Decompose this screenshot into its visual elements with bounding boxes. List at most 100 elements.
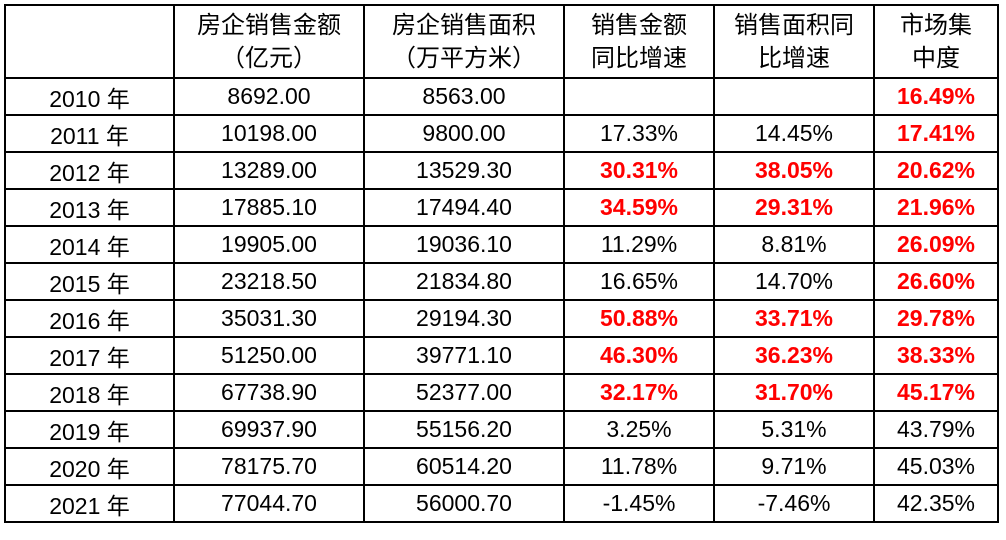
sales-area-cell: 52377.00 (363, 373, 565, 412)
sales-area-cell: 60514.20 (363, 447, 565, 486)
table-row: 2015 年 23218.50 21834.80 16.65% 14.70% 26.60% (4, 262, 999, 301)
table-row: 2018 年 67738.90 52377.00 32.17% 31.70% 45.17% (4, 373, 999, 412)
area-growth-cell: 36.23% (713, 336, 875, 375)
sales-amount-cell: 78175.70 (173, 447, 365, 486)
amount-growth-cell (563, 77, 715, 116)
header-line-1: 市场集 (900, 11, 972, 39)
header-line-2: 同比增速 (591, 44, 687, 72)
market-concentration-cell: 45.17% (873, 373, 999, 412)
amount-growth-cell: 30.31% (563, 151, 715, 190)
year-cell: 2012 年 (4, 151, 175, 190)
market-concentration-cell: 38.33% (873, 336, 999, 375)
header-line-1: 房企销售金额 (197, 11, 341, 39)
sales-amount-cell: 69937.90 (173, 410, 365, 449)
sales-amount-cell: 35031.30 (173, 299, 365, 338)
area-growth-cell: 14.70% (713, 262, 875, 301)
sales-amount-cell: 13289.00 (173, 151, 365, 190)
amount-growth-cell: 11.29% (563, 225, 715, 264)
table-body: 2010 年 8692.00 8563.00 16.49% 2011 年 10198.00… (4, 77, 999, 523)
header-area-growth: 销售面积同 比增速 (713, 4, 875, 79)
sales-area-cell: 8563.00 (363, 77, 565, 116)
sales-area-cell: 13529.30 (363, 151, 565, 190)
amount-growth-cell: 17.33% (563, 114, 715, 153)
table-row: 2012 年 13289.00 13529.30 30.31% 38.05% 20.62% (4, 151, 999, 190)
market-concentration-cell: 21.96% (873, 188, 999, 227)
header-line-2: （万平方米） (392, 44, 536, 72)
sales-area-cell: 56000.70 (363, 484, 565, 523)
sales-area-cell: 21834.80 (363, 262, 565, 301)
header-line-1: 销售金额 (591, 11, 687, 39)
table-row: 2020 年 78175.70 60514.20 11.78% 9.71% 45.03% (4, 447, 999, 486)
header-line-2: 中度 (912, 44, 960, 72)
amount-growth-cell: 3.25% (563, 410, 715, 449)
header-market-concentration: 市场集 中度 (873, 4, 999, 79)
header-amount-growth: 销售金额 同比增速 (563, 4, 715, 79)
year-cell: 2014 年 (4, 225, 175, 264)
year-cell: 2021 年 (4, 484, 175, 523)
market-concentration-cell: 16.49% (873, 77, 999, 116)
market-concentration-cell: 45.03% (873, 447, 999, 486)
year-cell: 2015 年 (4, 262, 175, 301)
year-cell: 2013 年 (4, 188, 175, 227)
table-row: 2017 年 51250.00 39771.10 46.30% 36.23% 38.33% (4, 336, 999, 375)
area-growth-cell: 9.71% (713, 447, 875, 486)
area-growth-cell: 33.71% (713, 299, 875, 338)
table-row: 2014 年 19905.00 19036.10 11.29% 8.81% 26.09% (4, 225, 999, 264)
area-growth-cell: 5.31% (713, 410, 875, 449)
area-growth-cell: 31.70% (713, 373, 875, 412)
header-line-2: （亿元） (221, 44, 317, 72)
sales-area-cell: 29194.30 (363, 299, 565, 338)
market-concentration-cell: 26.60% (873, 262, 999, 301)
area-growth-cell: 14.45% (713, 114, 875, 153)
header-year (4, 4, 175, 79)
sales-area-cell: 9800.00 (363, 114, 565, 153)
sales-area-cell: 55156.20 (363, 410, 565, 449)
amount-growth-cell: -1.45% (563, 484, 715, 523)
market-concentration-cell: 26.09% (873, 225, 999, 264)
amount-growth-cell: 32.17% (563, 373, 715, 412)
market-concentration-cell: 17.41% (873, 114, 999, 153)
market-concentration-cell: 42.35% (873, 484, 999, 523)
sales-amount-cell: 77044.70 (173, 484, 365, 523)
table-row: 2021 年 77044.70 56000.70 -1.45% -7.46% 42.35% (4, 484, 999, 523)
amount-growth-cell: 46.30% (563, 336, 715, 375)
table-row: 2019 年 69937.90 55156.20 3.25% 5.31% 43.79% (4, 410, 999, 449)
header-line-1: 销售面积同 (734, 11, 854, 39)
year-cell: 2020 年 (4, 447, 175, 486)
area-growth-cell (713, 77, 875, 116)
table-row: 2016 年 35031.30 29194.30 50.88% 33.71% 29.78% (4, 299, 999, 338)
header-line-1: 房企销售面积 (392, 11, 536, 39)
year-cell: 2016 年 (4, 299, 175, 338)
header-line-2: 比增速 (758, 44, 830, 72)
amount-growth-cell: 16.65% (563, 262, 715, 301)
sales-area-cell: 39771.10 (363, 336, 565, 375)
sales-amount-cell: 19905.00 (173, 225, 365, 264)
sales-area-cell: 17494.40 (363, 188, 565, 227)
header-row: 房企销售金额 （亿元） 房企销售面积 （万平方米） 销售金额 同比增速 销售面积… (4, 4, 999, 79)
year-cell: 2010 年 (4, 77, 175, 116)
amount-growth-cell: 50.88% (563, 299, 715, 338)
year-cell: 2018 年 (4, 373, 175, 412)
amount-growth-cell: 11.78% (563, 447, 715, 486)
sales-amount-cell: 51250.00 (173, 336, 365, 375)
sales-area-cell: 19036.10 (363, 225, 565, 264)
amount-growth-cell: 34.59% (563, 188, 715, 227)
sales-amount-cell: 17885.10 (173, 188, 365, 227)
year-cell: 2017 年 (4, 336, 175, 375)
table-row: 2011 年 10198.00 9800.00 17.33% 14.45% 17.41% (4, 114, 999, 153)
area-growth-cell: 8.81% (713, 225, 875, 264)
sales-amount-cell: 8692.00 (173, 77, 365, 116)
market-concentration-cell: 29.78% (873, 299, 999, 338)
table-row: 2013 年 17885.10 17494.40 34.59% 29.31% 21.96% (4, 188, 999, 227)
year-cell: 2011 年 (4, 114, 175, 153)
header-sales-area: 房企销售面积 （万平方米） (363, 4, 565, 79)
area-growth-cell: -7.46% (713, 484, 875, 523)
header-sales-amount: 房企销售金额 （亿元） (173, 4, 365, 79)
market-concentration-cell: 43.79% (873, 410, 999, 449)
sales-amount-cell: 10198.00 (173, 114, 365, 153)
table-row: 2010 年 8692.00 8563.00 16.49% (4, 77, 999, 116)
real-estate-sales-table: 房企销售金额 （亿元） 房企销售面积 （万平方米） 销售金额 同比增速 销售面积… (4, 4, 999, 523)
sales-amount-cell: 67738.90 (173, 373, 365, 412)
market-concentration-cell: 20.62% (873, 151, 999, 190)
area-growth-cell: 38.05% (713, 151, 875, 190)
